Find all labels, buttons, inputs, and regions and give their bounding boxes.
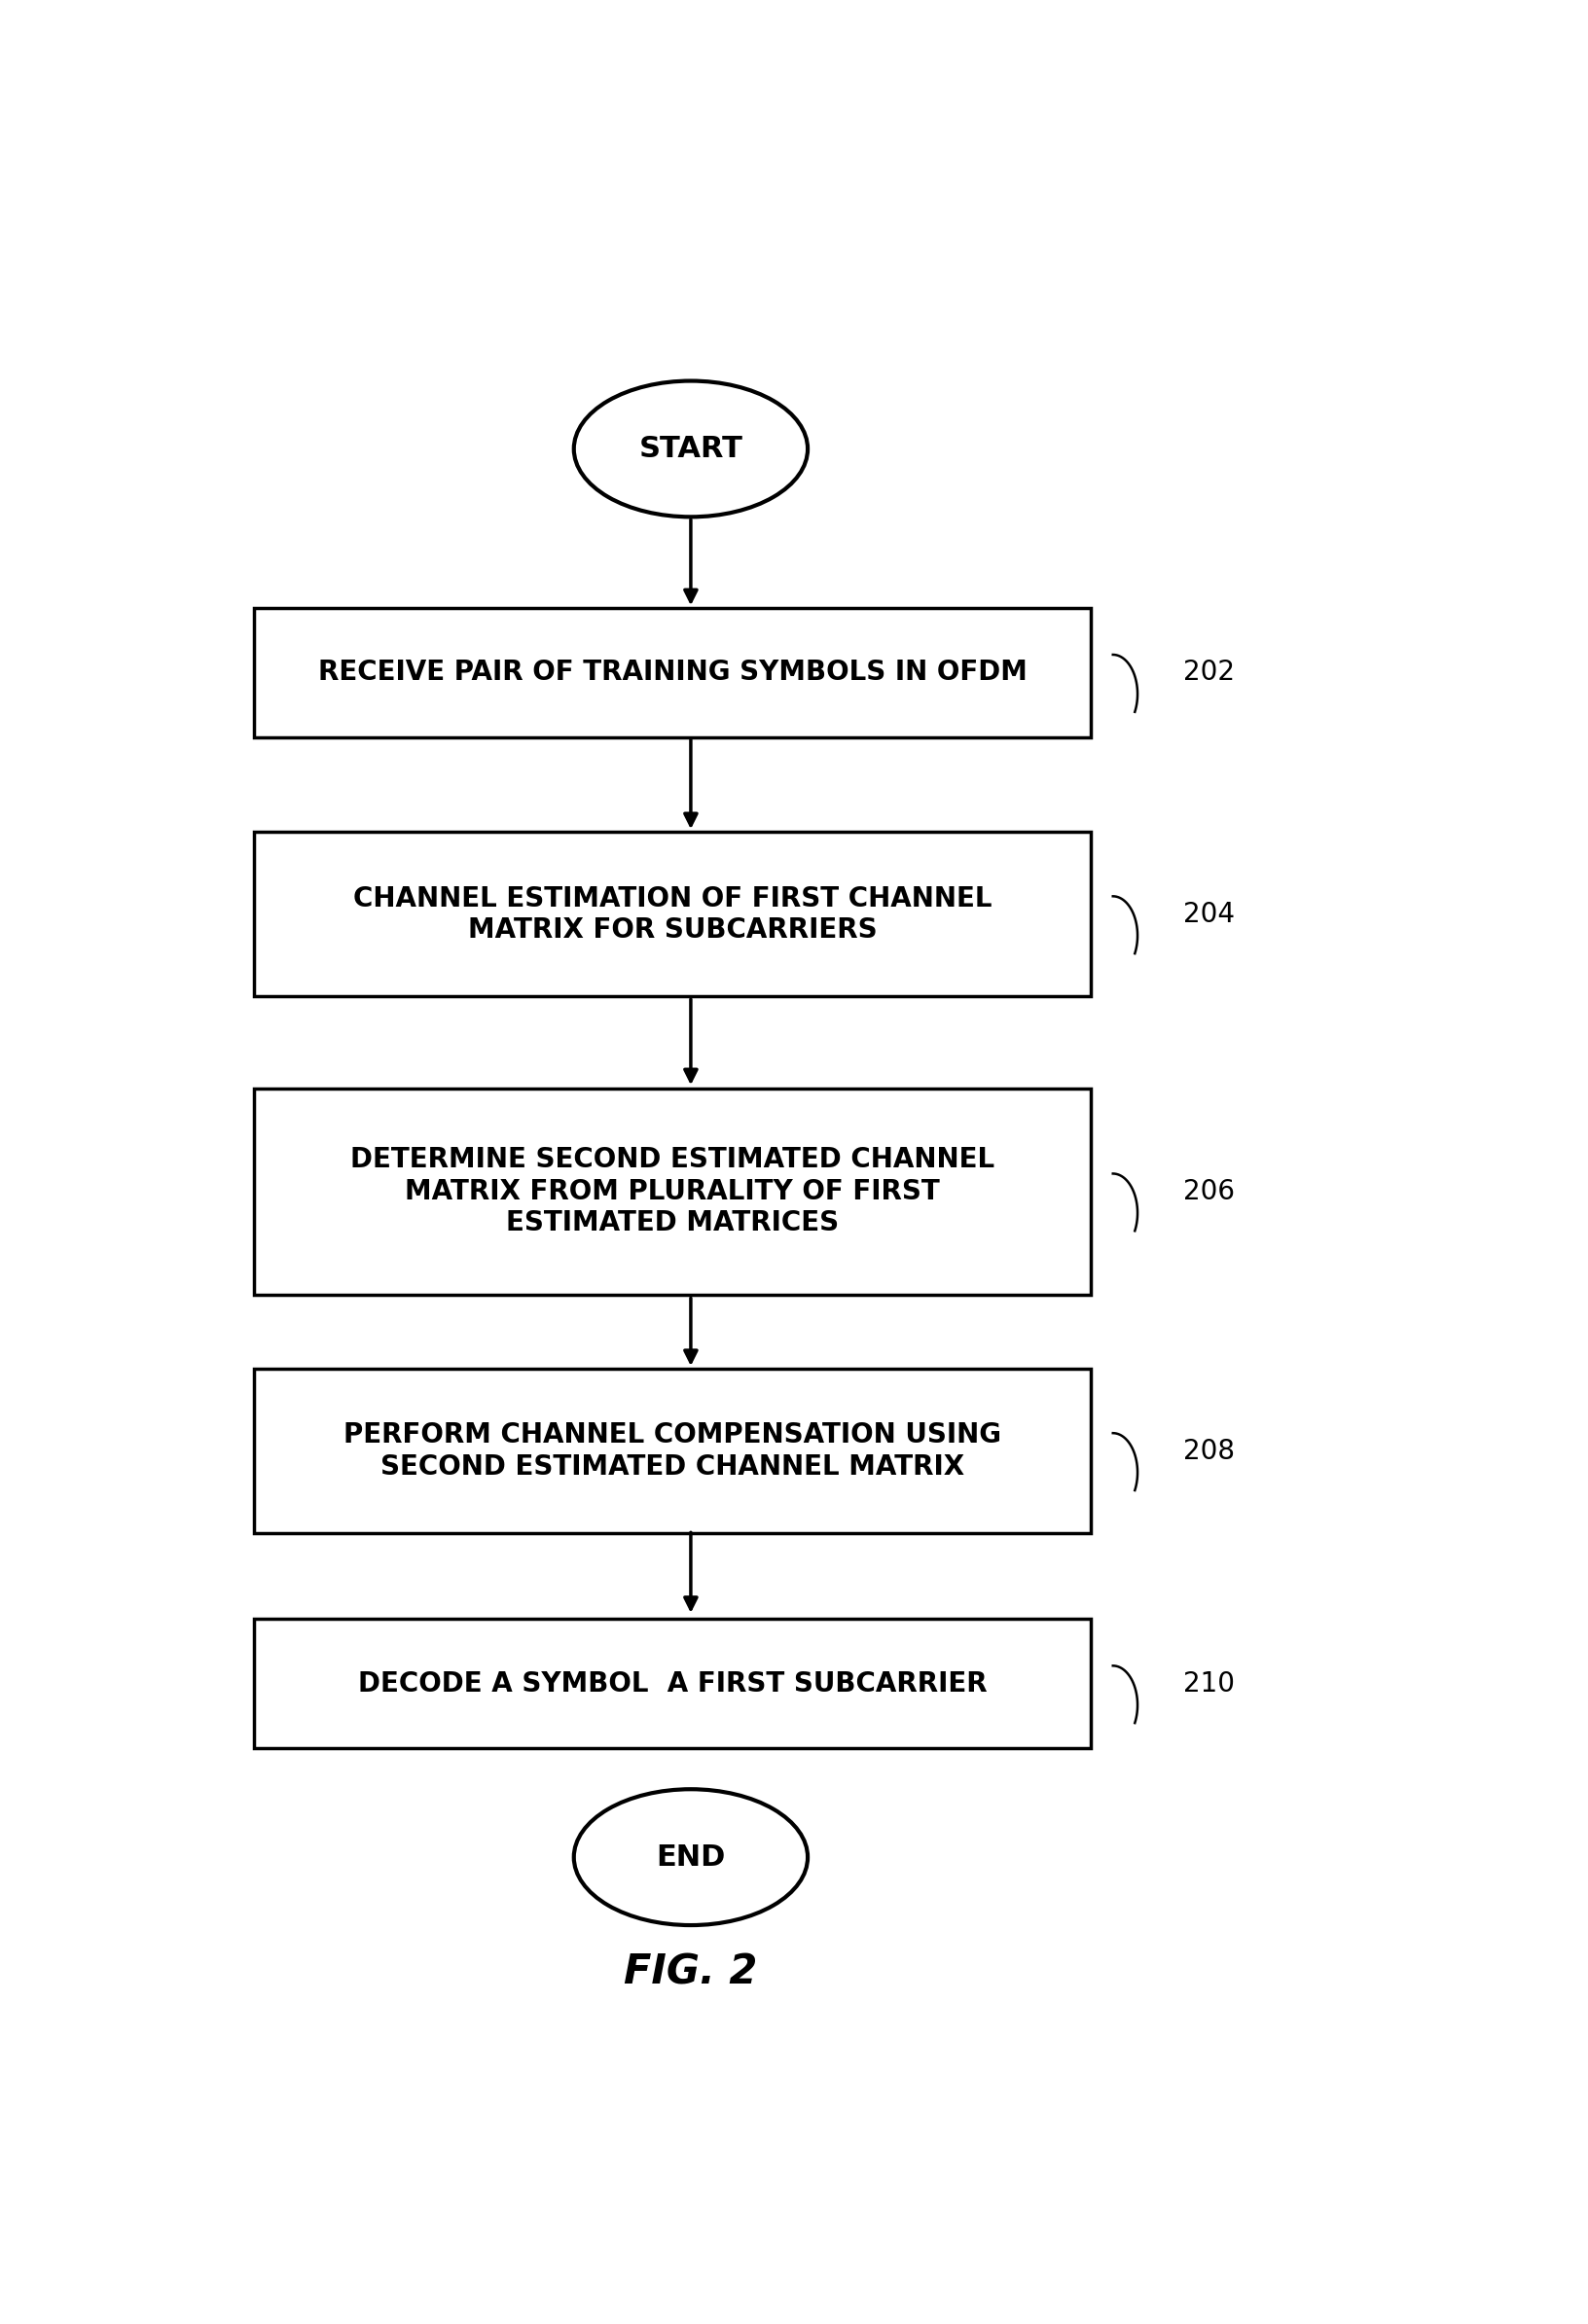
Ellipse shape: [573, 1789, 808, 1924]
Text: CHANNEL ESTIMATION OF FIRST CHANNEL
MATRIX FOR SUBCARRIERS: CHANNEL ESTIMATION OF FIRST CHANNEL MATR…: [353, 885, 992, 944]
Text: RECEIVE PAIR OF TRAINING SYMBOLS IN OFDM: RECEIVE PAIR OF TRAINING SYMBOLS IN OFDM: [318, 660, 1027, 686]
Text: PERFORM CHANNEL COMPENSATION USING
SECOND ESTIMATED CHANNEL MATRIX: PERFORM CHANNEL COMPENSATION USING SECON…: [343, 1422, 1000, 1480]
Bar: [254, 1369, 1091, 1534]
Text: START: START: [638, 435, 743, 462]
Bar: [254, 609, 1091, 737]
Text: 210: 210: [1183, 1671, 1234, 1697]
Text: DETERMINE SECOND ESTIMATED CHANNEL
MATRIX FROM PLURALITY OF FIRST
ESTIMATED MATR: DETERMINE SECOND ESTIMATED CHANNEL MATRI…: [351, 1146, 994, 1236]
Text: DECODE A SYMBOL  A FIRST SUBCARRIER: DECODE A SYMBOL A FIRST SUBCARRIER: [357, 1671, 986, 1697]
Text: FIG. 2: FIG. 2: [624, 1952, 757, 1994]
Bar: [254, 1620, 1091, 1748]
Bar: [254, 1088, 1091, 1294]
Text: 208: 208: [1183, 1436, 1234, 1464]
Bar: [254, 832, 1091, 997]
Text: 202: 202: [1183, 660, 1234, 686]
Text: 206: 206: [1183, 1178, 1234, 1206]
Text: END: END: [656, 1843, 726, 1871]
Text: 204: 204: [1183, 899, 1234, 927]
Ellipse shape: [573, 381, 808, 516]
